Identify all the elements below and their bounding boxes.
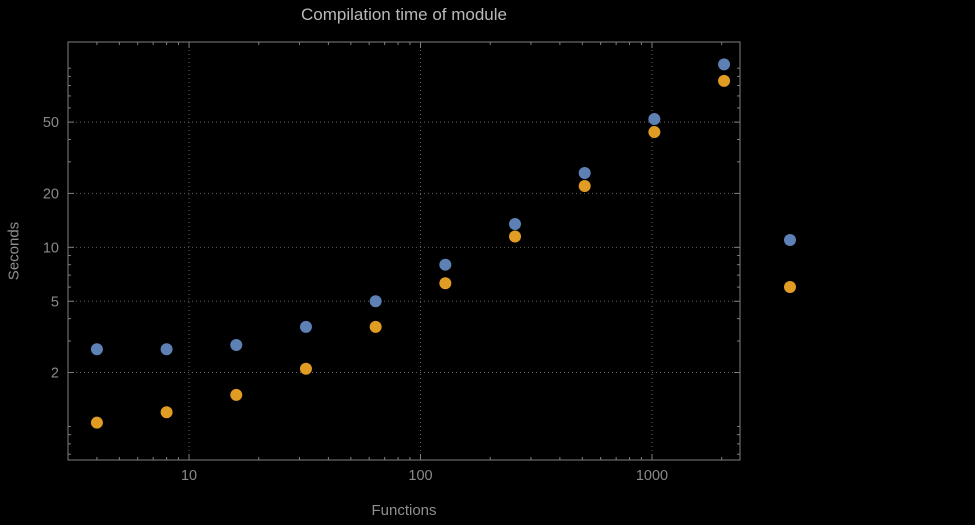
data-point-series-1 — [299, 320, 312, 333]
data-point-series-1 — [439, 258, 452, 271]
data-point-series-1 — [369, 295, 382, 308]
data-point-series-2 — [160, 406, 173, 419]
x-axis-label: Functions — [371, 502, 437, 519]
y-tick-label: 10 — [43, 240, 59, 256]
data-point-series-2 — [90, 416, 103, 429]
plot-frame — [67, 41, 741, 461]
x-tick-label: 1000 — [636, 468, 668, 484]
data-point-series-2 — [578, 179, 591, 192]
data-point-series-2 — [299, 362, 312, 375]
y-tick-label: 50 — [43, 115, 59, 131]
data-point-series-1 — [90, 343, 103, 356]
chart-title: Compilation time of module — [301, 5, 507, 24]
data-point-series-2 — [509, 230, 522, 243]
data-point-series-2 — [369, 320, 382, 333]
data-point-series-1 — [509, 217, 522, 230]
legend-marker — [784, 281, 796, 293]
x-tick-label: 10 — [181, 468, 197, 484]
x-tick-label: 100 — [408, 468, 432, 484]
data-point-series-2 — [230, 388, 243, 401]
data-point-series-2 — [439, 277, 452, 290]
y-tick-label: 2 — [51, 366, 59, 382]
legend-marker — [784, 234, 796, 246]
data-point-series-2 — [648, 126, 661, 139]
data-point-series-2 — [718, 74, 731, 87]
data-point-series-1 — [160, 343, 173, 356]
data-point-series-1 — [718, 58, 731, 71]
data-point-series-1 — [648, 113, 661, 126]
data-point-series-1 — [578, 166, 591, 179]
y-tick-label: 20 — [43, 186, 59, 202]
data-point-series-1 — [230, 338, 243, 351]
y-tick-label: 5 — [51, 294, 59, 310]
